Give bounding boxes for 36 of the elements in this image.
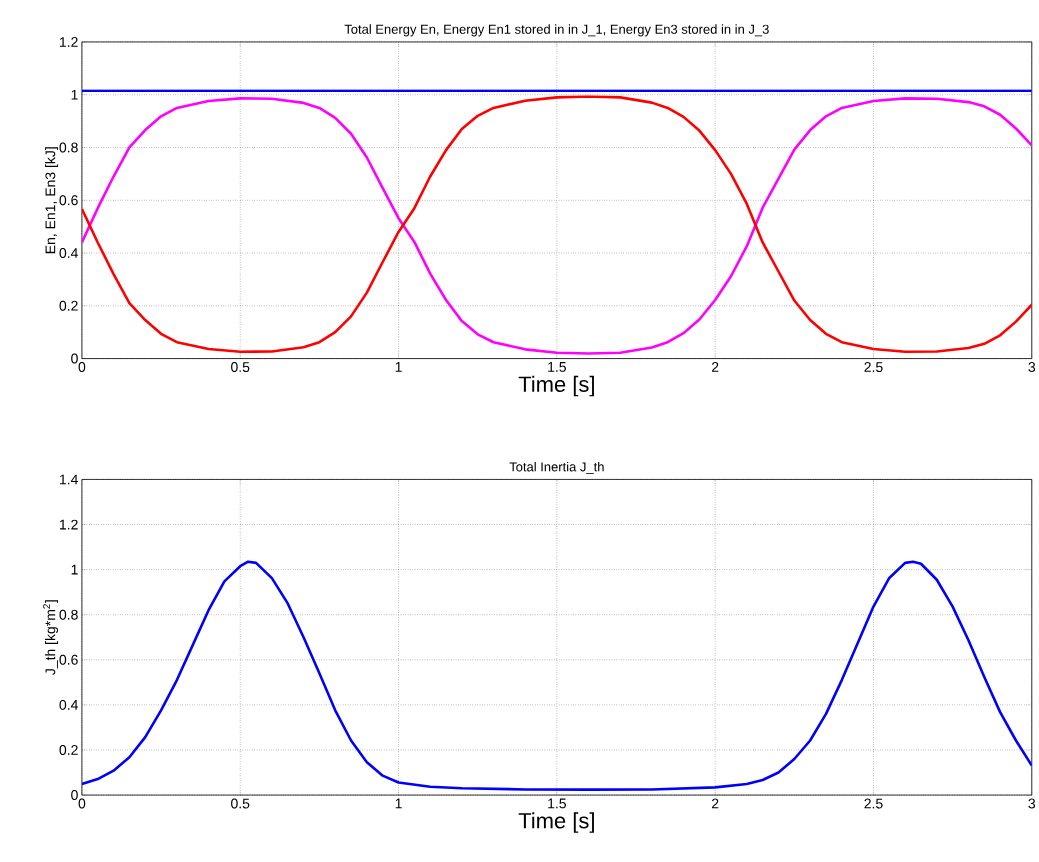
x-tick-label: 2 — [711, 798, 719, 809]
x-axis-title: Time [s] — [518, 375, 594, 397]
x-tick-label: 0.5 — [231, 798, 250, 809]
y-axis-title: En, En1, En3 [kJ] — [45, 147, 59, 254]
y-tick-label: 1.2 — [60, 37, 78, 47]
y-tick-label: 0.6 — [59, 195, 78, 206]
x-tick-label: 3 — [1028, 798, 1036, 809]
x-tick-label: 2.5 — [864, 362, 883, 373]
chart-title: Total Energy En, Energy En1 stored in in J_1, Energy En3 stored in in J_3 — [344, 24, 769, 37]
x-tick-label: 0.5 — [231, 362, 250, 373]
y-axis-title: J_th [kg*m$^{2}$] — [43, 600, 59, 675]
line-series — [81, 560, 1032, 791]
y-tick-label: 0.2 — [59, 745, 78, 755]
y-tick-label: 0.6 — [59, 654, 78, 665]
y-tick-label: 0 — [71, 353, 78, 364]
y-tick-label: 0.8 — [59, 609, 78, 620]
x-tick-label: 1 — [395, 362, 402, 372]
y-tick-label: 0.8 — [59, 142, 78, 153]
chart-title: Total Inertia J_th — [509, 461, 604, 474]
x-tick-label: 1.5 — [548, 798, 566, 809]
x-tick-label: 2.5 — [864, 798, 883, 809]
y-tick-label: 1 — [71, 564, 78, 575]
y-tick-label: 1.4 — [60, 474, 78, 485]
x-axis-title: Time [s] — [518, 812, 594, 833]
y-tick-label: 1 — [71, 89, 78, 100]
y-tick-label: 0.2 — [59, 300, 78, 311]
y-tick-label: 0.4 — [59, 699, 78, 710]
x-tick-label: 0 — [78, 362, 86, 373]
y-tick-label: 0.4 — [59, 248, 78, 258]
x-tick-label: 2 — [711, 362, 719, 372]
x-tick-label: 0 — [78, 798, 86, 809]
x-tick-label: 1 — [395, 798, 402, 809]
y-tick-label: 0 — [71, 790, 78, 801]
x-tick-label: 1.5 — [548, 362, 566, 372]
x-tick-label: 3 — [1028, 362, 1036, 373]
y-tick-label: 1.2 — [60, 519, 78, 530]
